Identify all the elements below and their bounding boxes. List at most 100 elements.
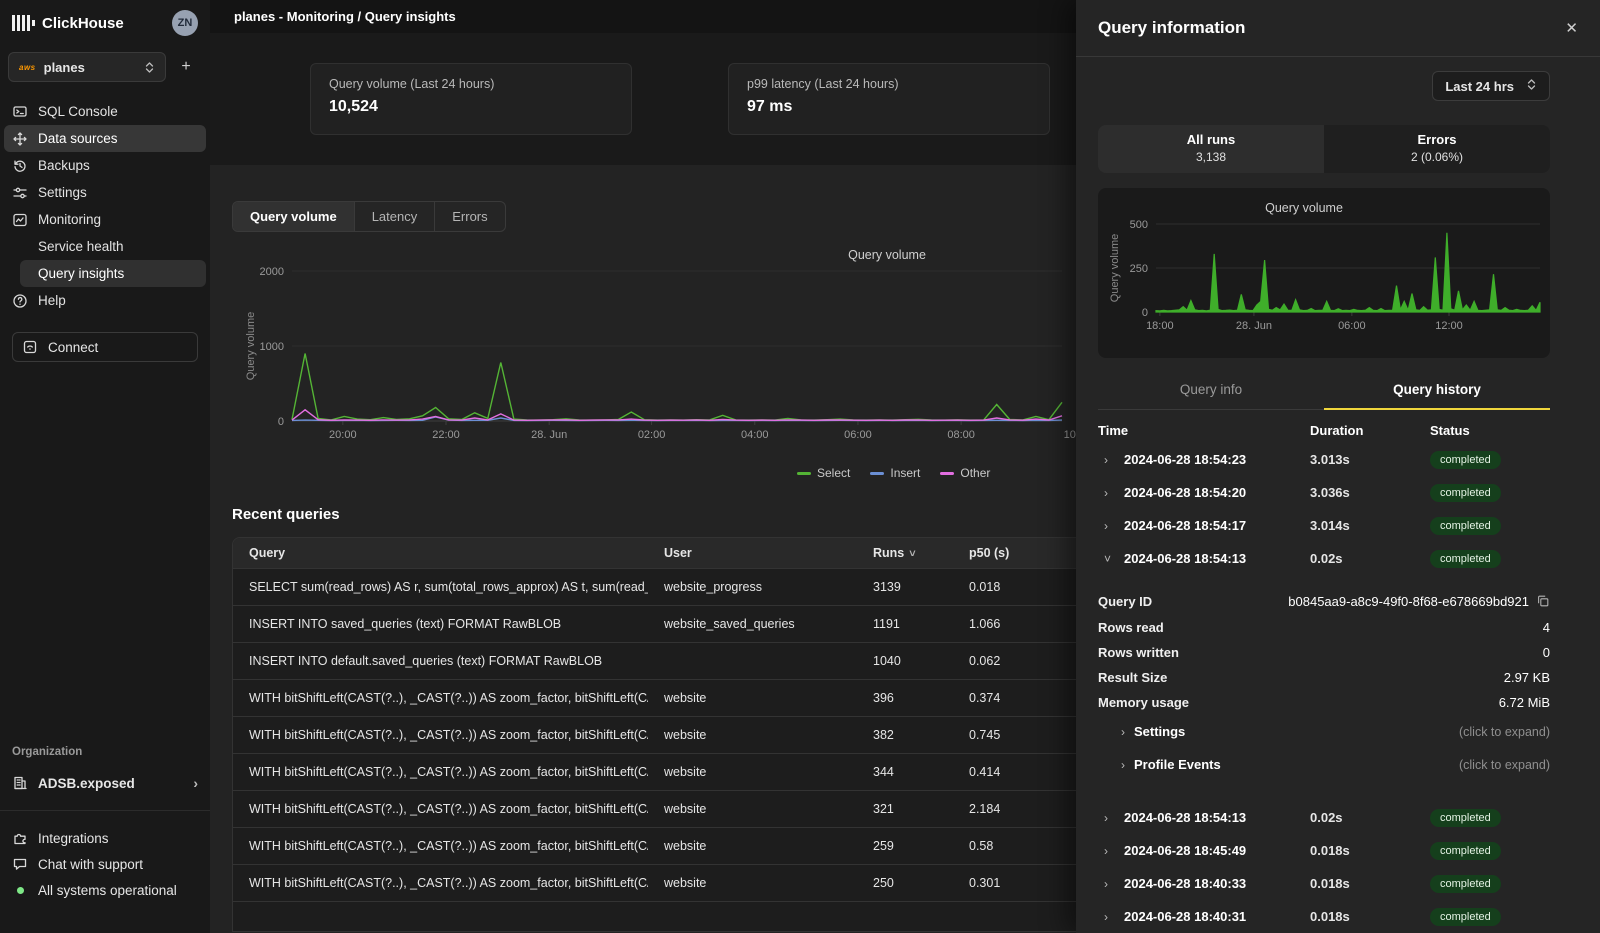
tab-query-volume[interactable]: Query volume: [233, 202, 354, 231]
status-dot-icon: [17, 887, 24, 894]
history-duration: 3.014s: [1310, 518, 1430, 533]
history-row[interactable]: › 2024-06-28 18:54:20 3.036s completed: [1098, 476, 1550, 509]
legend-item-insert[interactable]: Insert: [870, 466, 920, 480]
svg-text:0: 0: [278, 416, 284, 428]
history-time: 2024-06-28 18:54:23: [1124, 452, 1310, 467]
sidebar-item-sql-console[interactable]: SQL Console: [4, 98, 206, 125]
cell-user: website_saved_queries: [648, 606, 857, 642]
col-query[interactable]: Query: [233, 538, 648, 568]
tab-errors[interactable]: Errors: [434, 202, 504, 231]
detail-label: Rows written: [1098, 645, 1179, 660]
organization-selector[interactable]: ADSB.exposed ›: [12, 770, 198, 796]
col-time: Time: [1098, 423, 1310, 438]
history-duration: 0.018s: [1310, 843, 1430, 858]
col-status: Status: [1430, 423, 1550, 438]
segment-errors[interactable]: Errors 2 (0.06%): [1324, 125, 1550, 173]
legend-item-other[interactable]: Other: [940, 466, 990, 480]
chevron-icon[interactable]: ›: [1098, 486, 1124, 500]
breadcrumb: planes - Monitoring / Query insights: [234, 9, 456, 24]
chevron-icon[interactable]: ›: [1098, 910, 1124, 924]
sidebar-item-data-sources[interactable]: Data sources: [4, 125, 206, 152]
chevron-icon[interactable]: ›: [1098, 519, 1124, 533]
chevron-icon[interactable]: ›: [1098, 844, 1124, 858]
legend-label: Other: [960, 466, 990, 480]
cell-user: website_progress: [648, 569, 857, 605]
mini-query-volume-chart: 025050018:0028. Jun06:0012:00Query volum…: [1098, 188, 1550, 358]
sidebar-item-label: Backups: [38, 158, 90, 173]
sidebar-item-integrations[interactable]: Integrations: [12, 825, 198, 851]
svg-text:12:00: 12:00: [1435, 320, 1463, 332]
chat-bubble-icon: [12, 856, 28, 872]
cell-user: website: [648, 754, 857, 790]
system-status[interactable]: All systems operational: [12, 877, 198, 903]
query-information-panel: Query information ✕ Last 24 hrs All runs…: [1076, 0, 1600, 933]
history-row[interactable]: ˅ 2024-06-28 18:54:13 0.02s completed: [1098, 542, 1550, 575]
cell-query: INSERT INTO default.saved_queries (text)…: [233, 643, 648, 679]
cell-query: WITH bitShiftLeft(CAST(?..), _CAST(?..))…: [233, 828, 648, 864]
user-avatar[interactable]: ZN: [172, 10, 198, 36]
backups-icon: [12, 158, 28, 174]
history-time: 2024-06-28 18:54:20: [1124, 485, 1310, 500]
updown-chevron-icon: [144, 61, 155, 74]
add-service-button[interactable]: +: [174, 58, 198, 76]
chevron-icon[interactable]: ˅: [1098, 552, 1124, 566]
segment-all-runs[interactable]: All runs 3,138: [1098, 125, 1324, 173]
col-duration: Duration: [1310, 423, 1430, 438]
tab-query-info[interactable]: Query info: [1098, 372, 1324, 409]
expander-row[interactable]: › Settings (click to expand): [1098, 715, 1550, 748]
tab-query-history[interactable]: Query history: [1324, 372, 1550, 410]
history-row[interactable]: › 2024-06-28 18:54:17 3.014s completed: [1098, 509, 1550, 542]
col-runs[interactable]: Runs˅: [857, 538, 953, 568]
history-duration: 0.018s: [1310, 909, 1430, 924]
cell-runs: 1191: [857, 606, 953, 642]
chevron-icon[interactable]: ›: [1098, 453, 1124, 467]
sidebar-item-monitoring[interactable]: Monitoring: [4, 206, 206, 233]
sidebar-item-help[interactable]: Help: [4, 287, 206, 314]
sidebar-item-backups[interactable]: Backups: [4, 152, 206, 179]
chevron-icon[interactable]: ›: [1098, 811, 1124, 825]
sidebar-item-chat-support[interactable]: Chat with support: [12, 851, 198, 877]
legend-item-select[interactable]: Select: [797, 466, 850, 480]
history-row[interactable]: › 2024-06-28 18:54:23 3.013s completed: [1098, 443, 1550, 476]
expander-row[interactable]: › Profile Events (click to expand): [1098, 748, 1550, 781]
status-badge: completed: [1430, 517, 1501, 535]
history-row[interactable]: › 2024-06-28 18:40:33 0.018s completed: [1098, 867, 1550, 900]
data-sources-icon: [12, 131, 28, 147]
chevron-right-icon: ›: [193, 775, 198, 791]
cell-query: WITH bitShiftLeft(CAST(?..), _CAST(?..))…: [233, 717, 648, 753]
sidebar-item-settings[interactable]: Settings: [4, 179, 206, 206]
history-row[interactable]: › 2024-06-28 18:54:13 0.02s completed: [1098, 801, 1550, 834]
sidebar-item-label: Settings: [38, 185, 87, 200]
chevron-icon[interactable]: ›: [1098, 877, 1124, 891]
close-icon[interactable]: ✕: [1565, 19, 1578, 37]
col-user[interactable]: User: [648, 538, 857, 568]
history-row[interactable]: › 2024-06-28 18:45:49 0.018s completed: [1098, 834, 1550, 867]
history-row[interactable]: › 2024-06-28 18:40:31 0.018s completed: [1098, 900, 1550, 933]
footer-item-label: Integrations: [38, 831, 109, 846]
cell-runs: 382: [857, 717, 953, 753]
service-selector[interactable]: aws planes: [8, 52, 166, 82]
organization-heading: Organization: [12, 746, 198, 758]
stat-value: 97 ms: [747, 98, 1031, 116]
svg-text:06:00: 06:00: [1338, 320, 1366, 332]
svg-text:2000: 2000: [260, 266, 284, 278]
sidebar-item-service-health[interactable]: Service health: [4, 233, 206, 260]
copy-icon[interactable]: [1536, 594, 1550, 608]
sidebar-item-label: Service health: [38, 239, 124, 254]
history-duration: 0.02s: [1310, 810, 1430, 825]
svg-text:28. Jun: 28. Jun: [531, 429, 567, 441]
history-duration: 0.018s: [1310, 876, 1430, 891]
clickhouse-logo-icon: [12, 14, 35, 32]
cell-user: website: [648, 828, 857, 864]
status-badge: completed: [1430, 908, 1501, 926]
sidebar-item-query-insights[interactable]: Query insights: [20, 260, 206, 287]
status-badge: completed: [1430, 550, 1501, 568]
runs-errors-segmented: All runs 3,138 Errors 2 (0.06%): [1098, 125, 1550, 173]
time-range-select[interactable]: Last 24 hrs: [1432, 71, 1550, 101]
tab-latency[interactable]: Latency: [354, 202, 435, 231]
sidebar-item-label: Query insights: [38, 266, 124, 281]
status-badge: completed: [1430, 484, 1501, 502]
svg-text:Query volume: Query volume: [848, 248, 926, 262]
cell-runs: 344: [857, 754, 953, 790]
connect-button[interactable]: Connect: [12, 332, 198, 362]
